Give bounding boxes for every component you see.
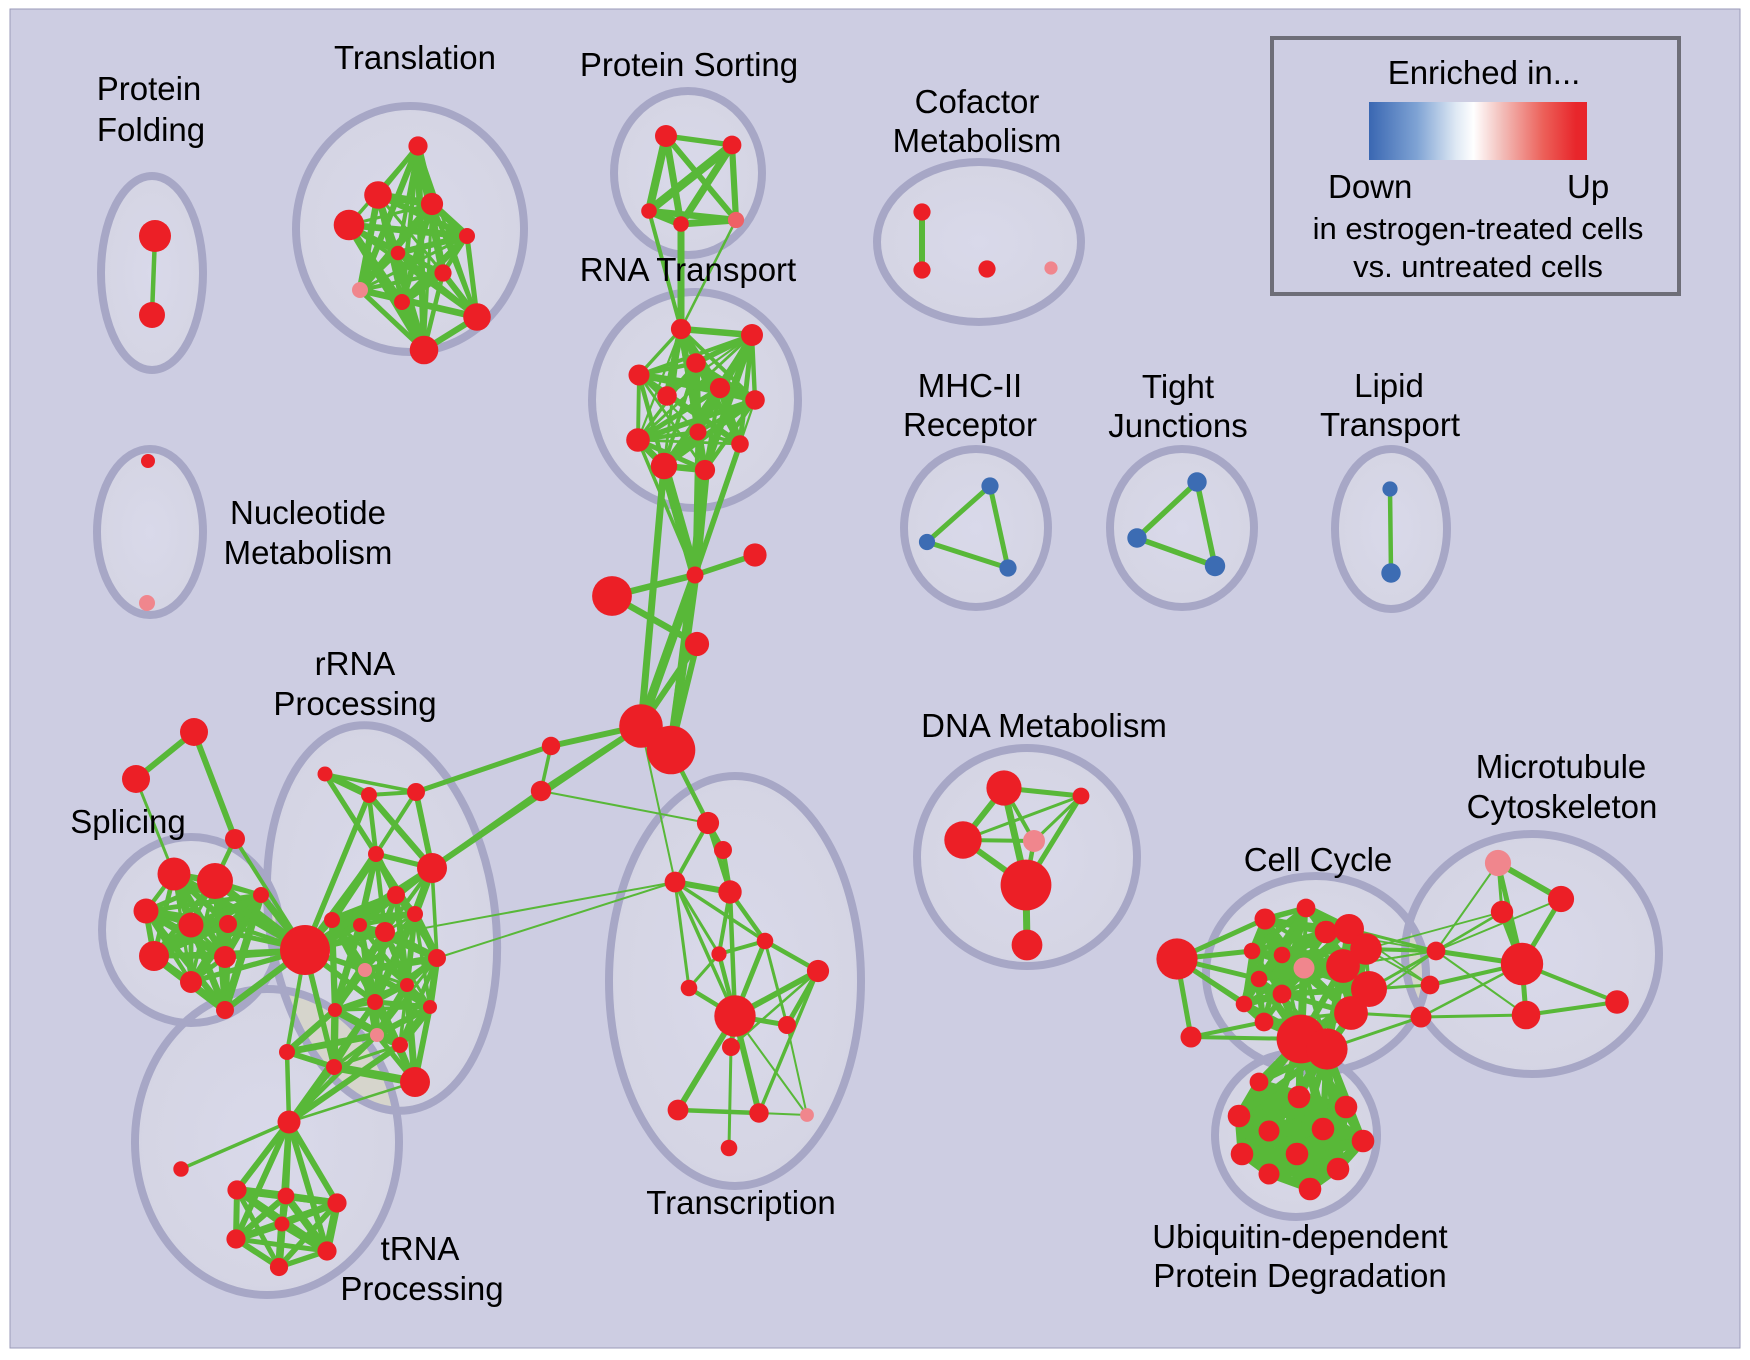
svg-text:vs. untreated cells: vs. untreated cells [1353, 249, 1603, 284]
svg-text:rRNA: rRNA [315, 645, 396, 682]
svg-text:Metabolism: Metabolism [224, 534, 393, 571]
svg-text:Folding: Folding [97, 111, 205, 148]
svg-text:Cytoskeleton: Cytoskeleton [1467, 788, 1658, 825]
svg-text:Ubiquitin-dependent: Ubiquitin-dependent [1152, 1218, 1447, 1255]
svg-text:Tight: Tight [1142, 368, 1214, 405]
svg-text:RNA Transport: RNA Transport [580, 251, 796, 288]
svg-text:Processing: Processing [340, 1270, 503, 1307]
svg-text:Up: Up [1567, 168, 1609, 205]
svg-text:Protein: Protein [97, 70, 202, 107]
svg-text:in estrogen-treated cells: in estrogen-treated cells [1313, 211, 1644, 246]
svg-text:Translation: Translation [334, 39, 496, 76]
svg-text:DNA Metabolism: DNA Metabolism [921, 707, 1167, 744]
svg-text:Protein Sorting: Protein Sorting [580, 46, 798, 83]
svg-text:Transcription: Transcription [646, 1184, 836, 1221]
svg-text:Metabolism: Metabolism [893, 122, 1062, 159]
svg-text:Protein Degradation: Protein Degradation [1153, 1257, 1447, 1294]
svg-text:Enriched in...: Enriched in... [1388, 54, 1581, 91]
svg-text:Down: Down [1328, 168, 1412, 205]
svg-text:Lipid: Lipid [1354, 367, 1424, 404]
svg-text:Transport: Transport [1320, 406, 1460, 443]
svg-text:MHC-II: MHC-II [918, 367, 1022, 404]
svg-text:tRNA: tRNA [381, 1230, 460, 1267]
svg-text:Splicing: Splicing [70, 803, 186, 840]
svg-text:Nucleotide: Nucleotide [230, 494, 386, 531]
svg-text:Microtubule: Microtubule [1476, 748, 1647, 785]
svg-text:Processing: Processing [273, 685, 436, 722]
svg-text:Cofactor: Cofactor [915, 83, 1040, 120]
svg-text:Receptor: Receptor [903, 406, 1037, 443]
svg-text:Junctions: Junctions [1108, 407, 1247, 444]
svg-text:Cell Cycle: Cell Cycle [1244, 841, 1393, 878]
